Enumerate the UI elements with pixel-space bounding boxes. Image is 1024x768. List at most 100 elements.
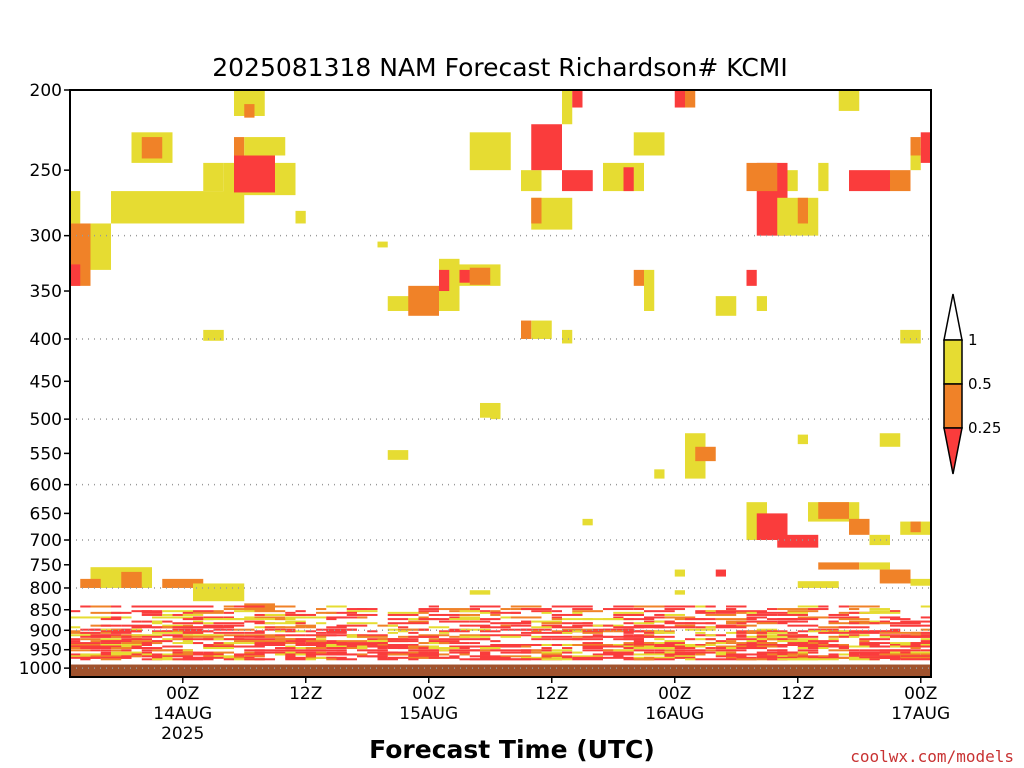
ri-streak <box>90 649 101 652</box>
ri-streak <box>500 655 532 658</box>
ri-streak <box>295 643 327 646</box>
ri-streak <box>90 611 122 614</box>
ri-streak <box>459 616 480 619</box>
ri-cell <box>644 269 655 311</box>
ri-streak <box>480 628 491 631</box>
ri-streak <box>685 618 716 621</box>
ri-streak <box>551 649 573 652</box>
ri-streak <box>305 653 316 656</box>
ri-streak <box>767 630 788 633</box>
ri-streak <box>644 642 655 645</box>
ri-streak <box>254 630 265 633</box>
ri-streak <box>541 631 573 634</box>
frame-border <box>69 89 932 678</box>
ri-streak <box>920 620 931 623</box>
ri-streak <box>849 653 860 656</box>
y-tick-label: 250 <box>30 161 62 181</box>
ri-streak <box>726 638 747 641</box>
ri-streak <box>111 647 142 650</box>
x-tick-date: 15AUG <box>399 704 458 724</box>
ri-streak <box>787 635 819 638</box>
ri-cell <box>162 578 204 588</box>
ri-streak <box>920 656 931 659</box>
ri-streak <box>654 649 665 652</box>
ri-streak <box>623 626 634 629</box>
ri-streak <box>203 616 224 619</box>
ri-streak <box>203 635 224 638</box>
ri-streak <box>705 622 716 625</box>
ri-streak <box>357 608 378 611</box>
ri-streak <box>182 635 214 638</box>
ri-streak <box>531 638 552 641</box>
ri-streak <box>254 634 275 637</box>
y-tick-label: 850 <box>30 601 62 621</box>
ri-streak <box>336 640 368 643</box>
ri-streak <box>808 608 829 611</box>
ri-streak <box>336 651 347 654</box>
ri-cell <box>521 170 542 192</box>
ri-streak <box>285 645 296 648</box>
ri-streak <box>603 630 614 633</box>
ri-streak <box>182 611 193 614</box>
ri-streak <box>633 624 665 627</box>
ri-streak <box>869 611 901 614</box>
ri-streak <box>541 656 552 659</box>
ri-streak <box>275 647 296 650</box>
ri-streak <box>920 638 931 641</box>
colorbar-bin-red <box>943 427 963 475</box>
ri-streak <box>203 618 234 621</box>
ri-streak <box>100 643 122 646</box>
x-tick-label: 00Z <box>412 684 445 704</box>
ri-streak <box>644 634 655 637</box>
ri-streak <box>777 622 788 625</box>
ri-streak <box>726 622 737 625</box>
ri-streak <box>613 605 644 608</box>
ri-cell <box>910 578 931 586</box>
ri-streak <box>685 638 696 641</box>
ri-streak <box>152 653 163 656</box>
ri-streak <box>797 653 808 656</box>
ri-streak <box>541 622 562 625</box>
ri-streak <box>213 628 234 631</box>
ri-streak <box>797 630 808 633</box>
ri-streak <box>551 626 583 629</box>
ri-streak <box>797 638 819 641</box>
ri-streak <box>285 630 296 633</box>
ri-streak <box>100 628 111 631</box>
ri-streak <box>756 622 778 625</box>
ri-streak <box>664 658 675 661</box>
ri-streak <box>326 611 337 614</box>
ri-streak <box>838 647 849 650</box>
ri-cell <box>818 162 829 192</box>
ri-streak <box>223 616 234 619</box>
ri-streak <box>685 656 696 659</box>
ri-cell <box>715 569 726 577</box>
ri-streak <box>849 635 860 638</box>
ri-streak <box>777 649 788 652</box>
ri-streak <box>387 656 419 659</box>
plot-frame <box>69 89 932 678</box>
ri-streak <box>295 610 306 613</box>
ri-streak <box>623 643 634 646</box>
ri-streak <box>613 611 644 614</box>
ri-streak <box>746 653 767 656</box>
colorbar-legend: 1 0.5 0.25 <box>943 293 1001 475</box>
ri-streak <box>387 653 409 656</box>
ri-streak <box>756 642 778 645</box>
ri-streak <box>551 618 562 621</box>
ri-cell <box>295 210 306 224</box>
ri-streak <box>182 628 204 631</box>
ri-streak <box>613 649 644 652</box>
ri-streak <box>541 653 562 656</box>
ri-streak <box>121 655 132 658</box>
ri-streak <box>736 656 747 659</box>
ri-streak <box>285 651 296 654</box>
ri-streak <box>767 631 798 634</box>
ri-cell <box>111 191 245 224</box>
ri-streak <box>920 642 931 645</box>
ri-streak <box>182 651 193 654</box>
ri-cell <box>715 296 737 316</box>
ri-streak <box>428 626 450 629</box>
ri-streak <box>439 630 470 633</box>
